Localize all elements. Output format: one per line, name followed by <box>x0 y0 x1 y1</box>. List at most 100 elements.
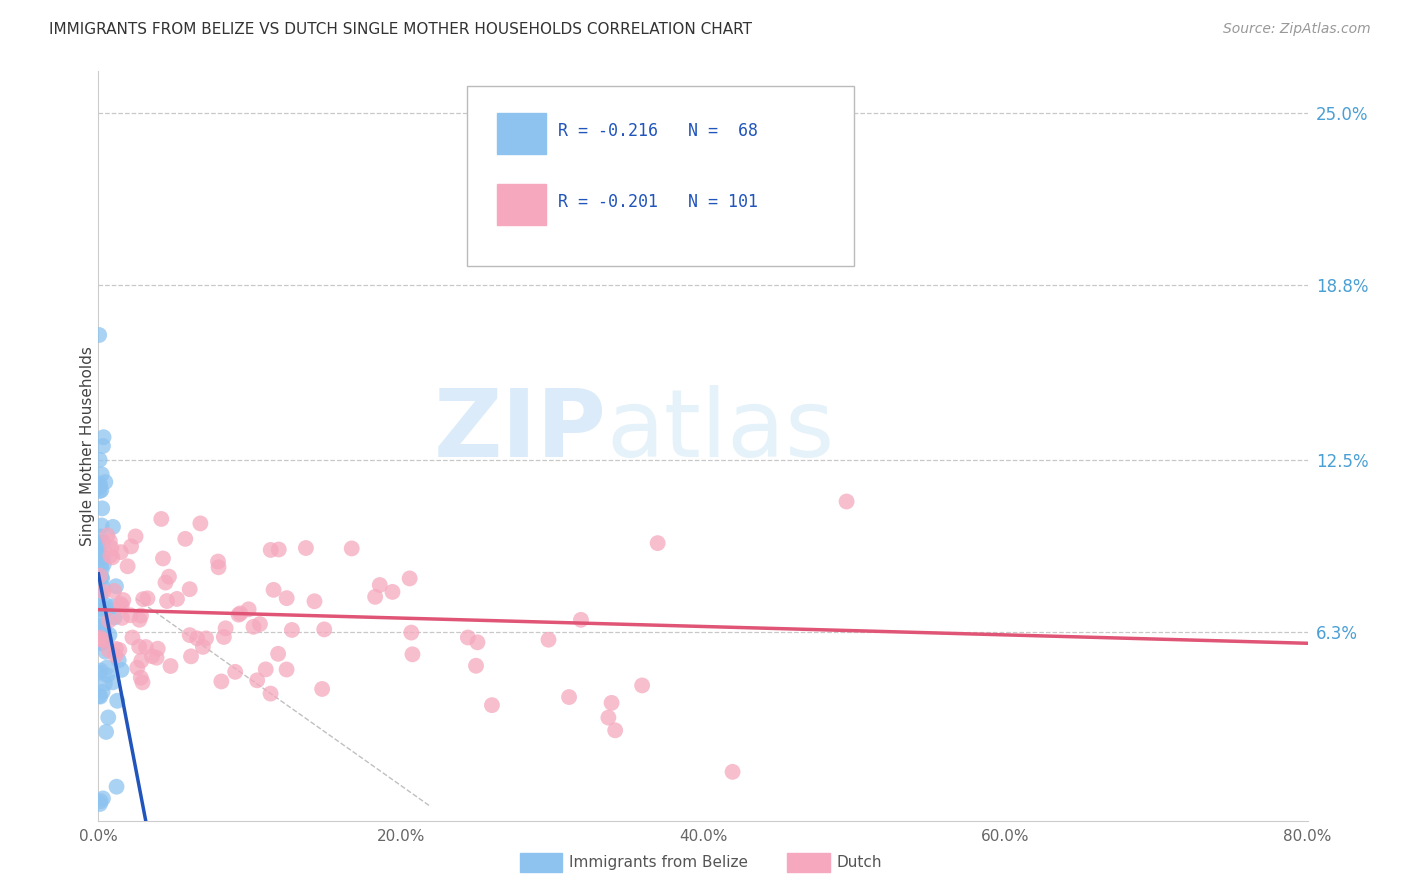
Point <box>91 618 114 632</box>
Point <box>98 549 121 563</box>
Point <box>89 476 111 491</box>
Point <box>141 649 163 664</box>
Point <box>180 649 202 664</box>
Point <box>96 528 118 542</box>
Point <box>89 586 111 600</box>
Point <box>93 633 115 648</box>
Point <box>647 536 669 550</box>
Point <box>128 640 150 654</box>
Point <box>150 512 173 526</box>
Point <box>214 621 236 635</box>
Point <box>90 635 112 649</box>
Point <box>89 453 111 467</box>
Point <box>398 571 420 585</box>
Point <box>93 622 115 636</box>
Point <box>96 668 118 682</box>
Point <box>136 591 159 606</box>
Bar <box>498 184 546 225</box>
Point <box>260 543 283 558</box>
Point <box>101 520 124 534</box>
Point <box>91 571 114 585</box>
Point <box>89 529 111 543</box>
Point <box>207 555 229 569</box>
Point <box>276 663 298 677</box>
Point <box>94 633 117 648</box>
Point <box>238 602 260 616</box>
Point <box>89 797 111 811</box>
Point <box>107 653 129 667</box>
Point <box>120 608 142 623</box>
Point <box>569 613 592 627</box>
Point <box>89 568 111 582</box>
Point <box>212 630 235 644</box>
Point <box>249 617 271 632</box>
Point <box>207 560 229 574</box>
Point <box>110 663 132 677</box>
Point <box>631 678 654 692</box>
Point <box>89 479 111 493</box>
Point <box>91 550 114 565</box>
Point <box>93 430 115 444</box>
Text: R = -0.216   N =  68: R = -0.216 N = 68 <box>558 122 758 140</box>
Point <box>89 328 111 343</box>
Point <box>101 599 124 614</box>
Point <box>91 619 114 633</box>
Point <box>101 675 124 690</box>
Point <box>224 665 246 679</box>
Point <box>90 636 112 650</box>
Point <box>127 661 149 675</box>
Point <box>152 551 174 566</box>
Point <box>146 641 169 656</box>
Text: R = -0.201   N = 101: R = -0.201 N = 101 <box>558 194 758 211</box>
Point <box>281 623 304 637</box>
Point <box>145 650 167 665</box>
Point <box>104 648 127 663</box>
Point <box>401 625 423 640</box>
Point <box>90 570 112 584</box>
Text: IMMIGRANTS FROM BELIZE VS DUTCH SINGLE MOTHER HOUSEHOLDS CORRELATION CHART: IMMIGRANTS FROM BELIZE VS DUTCH SINGLE M… <box>49 22 752 37</box>
Point <box>465 658 488 673</box>
Point <box>97 643 120 657</box>
Text: atlas: atlas <box>606 385 835 477</box>
Point <box>98 628 121 642</box>
Point <box>835 494 858 508</box>
Point <box>117 559 139 574</box>
Point <box>129 654 152 668</box>
Point <box>104 579 127 593</box>
Text: Dutch: Dutch <box>837 855 882 870</box>
Point <box>186 632 208 646</box>
Point <box>381 585 404 599</box>
Point <box>124 529 146 543</box>
Point <box>103 583 125 598</box>
Point <box>96 602 118 616</box>
Point <box>128 613 150 627</box>
Point <box>89 690 111 704</box>
Point <box>87 623 110 637</box>
Point <box>121 631 143 645</box>
Point <box>89 632 111 647</box>
Point <box>90 483 112 498</box>
Point <box>537 632 560 647</box>
Point <box>91 602 114 616</box>
Point <box>112 593 135 607</box>
Point <box>90 602 112 616</box>
Point <box>179 582 201 597</box>
Point <box>600 696 623 710</box>
Point <box>97 710 120 724</box>
Point <box>93 631 115 645</box>
Text: ZIP: ZIP <box>433 385 606 477</box>
Point <box>89 665 111 680</box>
Point <box>91 581 114 595</box>
Point <box>94 645 117 659</box>
Point <box>190 516 212 531</box>
Point <box>166 591 188 606</box>
Point <box>364 590 387 604</box>
Point <box>267 542 290 557</box>
Point <box>195 632 218 646</box>
Point <box>94 633 117 648</box>
Point <box>598 710 620 724</box>
Point <box>89 484 111 499</box>
Point <box>91 439 114 453</box>
Point <box>295 541 318 555</box>
Point <box>209 674 232 689</box>
